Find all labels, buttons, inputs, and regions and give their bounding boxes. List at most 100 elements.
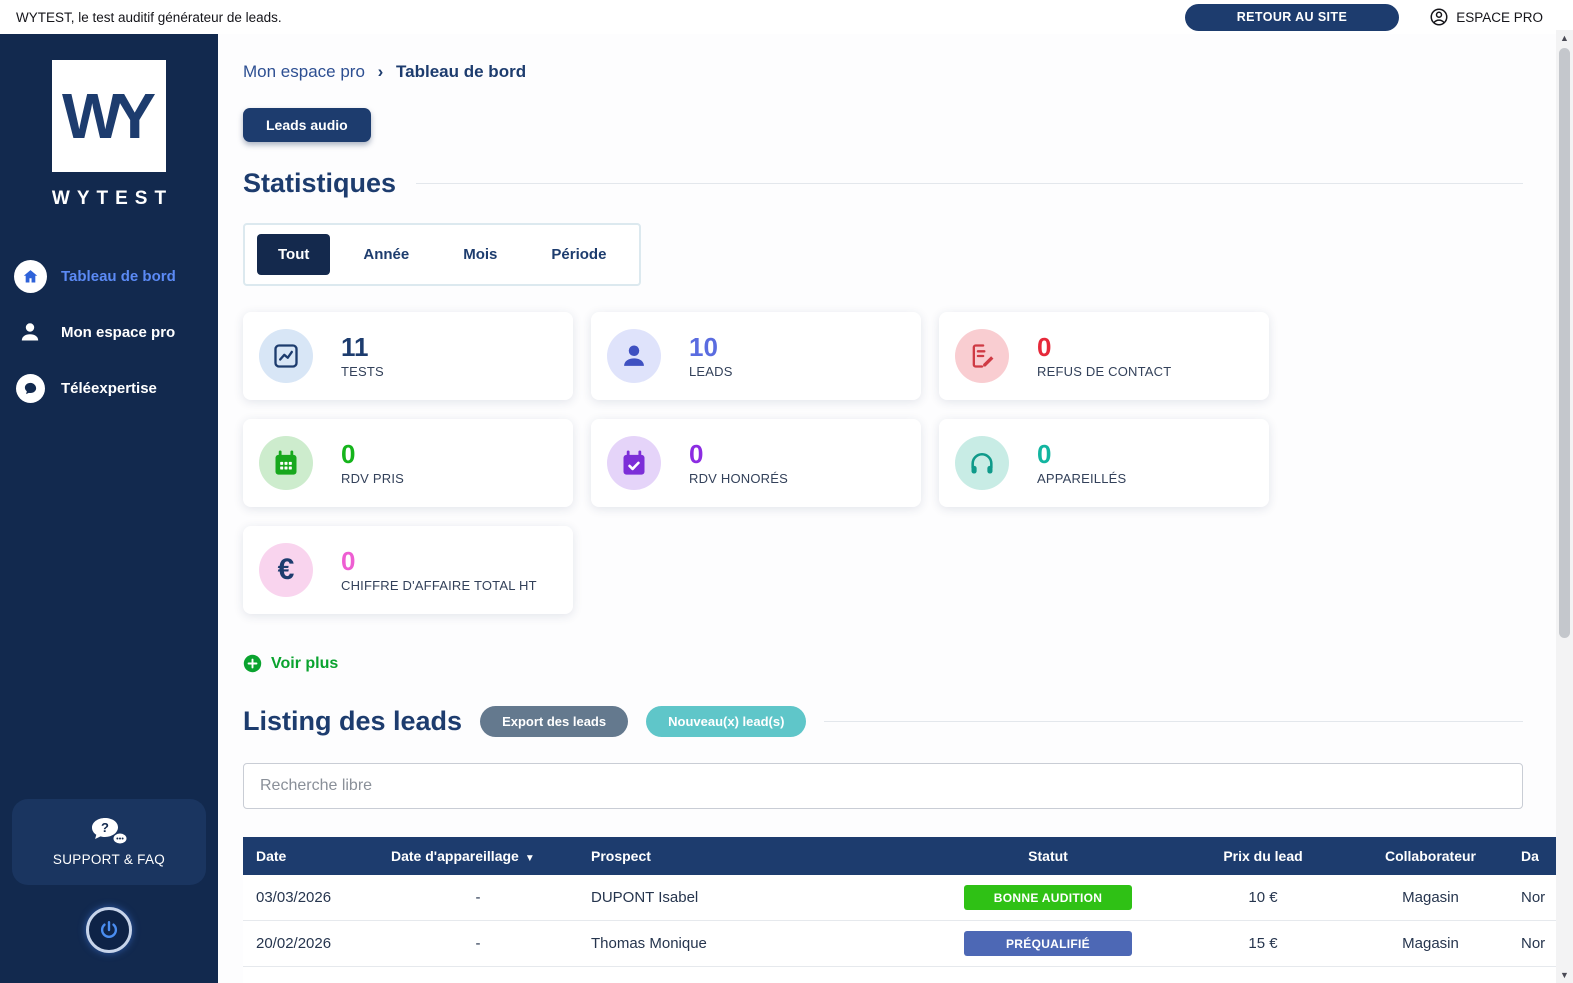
stat-value: 0	[1037, 438, 1052, 469]
headphones-icon	[955, 436, 1009, 490]
topbar-right: RETOUR AU SITE ESPACE PRO	[1184, 3, 1543, 31]
col-date-appareillage[interactable]: Date d'appareillage ▼	[391, 848, 535, 864]
voir-plus-button[interactable]: Voir plus	[243, 654, 338, 673]
scrollbar-thumb[interactable]	[1559, 48, 1570, 638]
stat-label: RDV PRIS	[341, 471, 405, 487]
power-icon	[98, 919, 120, 941]
sidebar-item-mon-espace-pro[interactable]: Mon espace pro	[13, 304, 218, 360]
search-input[interactable]	[243, 763, 1523, 809]
tab-mois[interactable]: Mois	[442, 234, 519, 275]
status-badge: BONNE AUDITION	[964, 885, 1132, 910]
sidebar-nav: Tableau de bord Mon espace pro Téléexper…	[0, 248, 218, 416]
stats-cards-grid: 11 TESTS 10 LEADS 0 REFUS DE CONTACT	[243, 312, 1556, 614]
divider	[416, 183, 1523, 184]
leads-table: Date Date d'appareillage ▼ Prospect Statu…	[243, 837, 1556, 983]
cell-date: 03/03/2026	[256, 889, 332, 906]
breadcrumb-separator-icon: ›	[377, 62, 384, 81]
cell-collaborateur: Magasin	[1402, 889, 1459, 906]
plus-circle-icon	[243, 654, 262, 673]
listing-title: Listing des leads	[243, 706, 463, 736]
user-circle-icon	[1429, 7, 1449, 27]
col-prospect[interactable]: Prospect	[591, 848, 651, 864]
stat-value: 0	[341, 545, 356, 576]
espace-pro-button[interactable]: ESPACE PRO	[1429, 7, 1543, 27]
sidebar: WY WYTEST Tableau de bord Mon espace pro	[0, 34, 218, 983]
scroll-up-icon[interactable]: ▲	[1560, 33, 1569, 43]
chat-bubble-icon	[15, 373, 45, 403]
stat-label: TESTS	[341, 364, 384, 380]
person-icon	[607, 329, 661, 383]
stat-label: APPAREILLÉS	[1037, 471, 1127, 487]
stat-label: RDV HONORÉS	[689, 471, 788, 487]
export-leads-button[interactable]: Export des leads	[480, 706, 629, 737]
tab-periode[interactable]: Période	[530, 234, 628, 275]
table-row[interactable]	[243, 967, 1556, 983]
cell-appareillage: -	[475, 935, 481, 952]
calendar-icon	[259, 436, 313, 490]
cell-collaborateur: Magasin	[1402, 935, 1459, 952]
sidebar-item-tableau-de-bord[interactable]: Tableau de bord	[13, 248, 218, 304]
sidebar-item-teleexpertise[interactable]: Téléexpertise	[13, 360, 218, 416]
stat-value: 10	[689, 331, 718, 362]
site-tagline: WYTEST, le test auditif générateur de le…	[16, 9, 282, 25]
stat-value: 0	[1037, 331, 1052, 362]
euro-icon: €	[259, 543, 313, 597]
cell-statut: PRÉQUALIFIÉ	[923, 931, 1173, 956]
stat-card-rdv-honores: 0 RDV HONORÉS	[591, 419, 921, 507]
cell-date2: Nor	[1521, 889, 1546, 906]
stat-value: 11	[341, 331, 369, 362]
cell-appareillage: -	[475, 889, 481, 906]
stat-label: LEADS	[689, 364, 733, 380]
stat-label: CHIFFRE D'AFFAIRE TOTAL HT	[341, 578, 537, 594]
sort-desc-icon[interactable]: ▼	[524, 853, 535, 864]
scrollbar[interactable]: ▲ ▼	[1556, 30, 1573, 983]
table-row[interactable]: 03/03/2026 - DUPONT Isabel BONNE AUDITIO…	[243, 875, 1556, 921]
cell-date: 20/02/2026	[256, 935, 332, 952]
stats-period-tabs: Tout Année Mois Période	[243, 223, 642, 286]
divider	[824, 721, 1523, 722]
stat-card-chiffre-affaire: € 0 CHIFFRE D'AFFAIRE TOTAL HT	[243, 526, 573, 614]
col-date2[interactable]: Da	[1521, 848, 1539, 864]
col-prix[interactable]: Prix du lead	[1223, 848, 1303, 864]
topbar: WYTEST, le test auditif générateur de le…	[0, 0, 1573, 34]
status-badge: PRÉQUALIFIÉ	[964, 931, 1132, 956]
new-leads-button[interactable]: Nouveau(x) lead(s)	[646, 706, 807, 737]
leads-audio-button[interactable]: Leads audio	[243, 108, 371, 142]
stat-card-refus-de-contact: 0 REFUS DE CONTACT	[939, 312, 1269, 400]
col-collaborateur[interactable]: Collaborateur	[1384, 848, 1476, 864]
stat-label: REFUS DE CONTACT	[1037, 364, 1172, 380]
sidebar-item-label: Tableau de bord	[61, 267, 176, 285]
logout-power-button[interactable]	[86, 907, 132, 953]
stat-value: 0	[341, 438, 356, 469]
sidebar-item-label: Téléexpertise	[61, 379, 157, 397]
tab-annee[interactable]: Année	[342, 234, 431, 275]
wytest-logo[interactable]: WY	[52, 60, 166, 172]
scroll-down-icon[interactable]: ▼	[1560, 970, 1569, 980]
file-edit-icon	[955, 329, 1009, 383]
main-content: Mon espace pro › Tableau de bord Leads a…	[218, 34, 1573, 983]
col-statut[interactable]: Statut	[1028, 848, 1068, 864]
cell-date2: Nor	[1521, 935, 1546, 952]
support-faq-button[interactable]: ? SUPPORT & FAQ	[12, 799, 206, 885]
stat-card-appareilles: 0 APPAREILLÉS	[939, 419, 1269, 507]
chart-icon	[259, 329, 313, 383]
table-header-row: Date Date d'appareillage ▼ Prospect Statu…	[243, 837, 1556, 875]
home-icon	[13, 259, 47, 293]
calendar-check-icon	[607, 436, 661, 490]
col-date[interactable]: Date	[256, 848, 287, 864]
stat-card-rdv-pris: 0 RDV PRIS	[243, 419, 573, 507]
listing-header: Listing des leads Export des leads Nouve…	[243, 706, 1523, 737]
espace-pro-label: ESPACE PRO	[1456, 9, 1543, 25]
logo-monogram: WY	[61, 80, 156, 152]
statistiques-title: Statistiques	[243, 168, 397, 198]
question-chat-icon: ?	[91, 817, 127, 844]
stat-card-tests: 11 TESTS	[243, 312, 573, 400]
sidebar-item-label: Mon espace pro	[61, 323, 176, 341]
tab-tout[interactable]: Tout	[257, 234, 331, 275]
cell-prix: 10 €	[1248, 889, 1278, 906]
table-row[interactable]: 20/02/2026 - Thomas Monique PRÉQUALIFIÉ …	[243, 921, 1556, 967]
retour-au-site-button[interactable]: RETOUR AU SITE	[1184, 3, 1400, 31]
breadcrumb-parent[interactable]: Mon espace pro	[243, 62, 365, 81]
person-icon	[13, 320, 47, 344]
cell-statut: BONNE AUDITION	[923, 885, 1173, 910]
